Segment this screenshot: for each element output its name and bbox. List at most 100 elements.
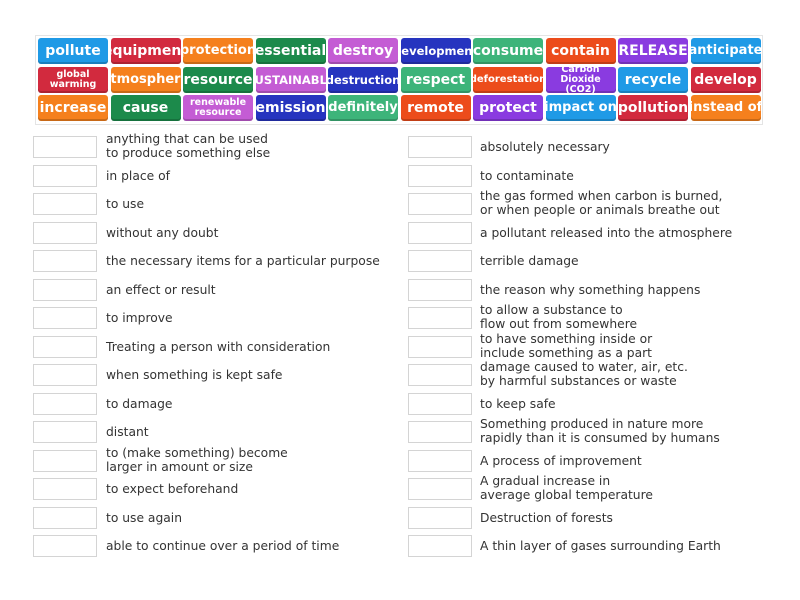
word-tile[interactable]: renewable resource <box>183 95 253 121</box>
word-tile-label: increase <box>39 100 107 116</box>
word-tile[interactable]: protect <box>473 95 543 121</box>
word-tile-label: cause <box>122 100 169 116</box>
word-tile-label: definitely <box>328 100 398 115</box>
word-tile[interactable]: pollution <box>618 95 688 121</box>
word-tile[interactable]: deforestation <box>473 66 543 93</box>
answer-drop-box[interactable] <box>33 506 97 529</box>
word-tile[interactable]: impact on <box>545 95 616 121</box>
word-tile[interactable]: equipment <box>110 38 181 64</box>
answer-drop-box[interactable] <box>408 164 472 187</box>
answer-drop-box[interactable] <box>408 421 472 443</box>
answer-drop-box[interactable] <box>33 449 97 472</box>
word-tile[interactable]: development <box>400 38 471 64</box>
word-tile[interactable]: instead of <box>690 95 761 121</box>
word-tile-label: contain <box>551 43 610 59</box>
answer-drop-box[interactable] <box>33 250 97 272</box>
word-tile[interactable]: RELEASE <box>618 38 688 64</box>
answer-drop-box[interactable] <box>408 250 472 272</box>
answer-drop-box[interactable] <box>33 421 97 443</box>
word-tile-label: essential <box>255 43 326 59</box>
answer-drop-box[interactable] <box>408 193 472 215</box>
word-tile-label: Carbon Dioxide (CO2) <box>560 66 601 93</box>
definition-text: a pollutant released into the atmosphere <box>480 225 733 240</box>
answer-drop-box[interactable] <box>33 478 97 500</box>
word-tile-label: develop <box>694 71 757 88</box>
definition-text: Destruction of forests <box>480 510 613 525</box>
word-tile[interactable]: cause <box>110 95 181 121</box>
word-tile-label: equipment <box>111 43 181 59</box>
word-tile-label: renewable resource <box>189 97 247 118</box>
answer-drop-box[interactable] <box>33 278 97 301</box>
definition-text: to use again <box>106 510 183 525</box>
definition-text: Something produced in nature more rapidl… <box>480 417 720 445</box>
answer-drop-box[interactable] <box>33 535 97 557</box>
word-tile[interactable]: consume <box>473 38 543 64</box>
answer-drop-box[interactable] <box>408 392 472 415</box>
answer-drop-box[interactable] <box>408 278 472 301</box>
definition-text: A gradual increase in average global tem… <box>480 474 653 502</box>
definition-text: when something is kept safe <box>106 368 283 382</box>
answer-drop-box[interactable] <box>408 506 472 529</box>
word-tile[interactable]: protection <box>183 38 253 64</box>
answer-drop-box[interactable] <box>408 535 472 557</box>
word-tile[interactable]: destruction <box>328 66 398 93</box>
word-tile[interactable]: develop <box>690 66 761 93</box>
word-tile[interactable]: pollute <box>38 38 108 64</box>
word-tile[interactable]: definitely <box>328 95 398 121</box>
answer-drop-box[interactable] <box>33 392 97 415</box>
word-tile[interactable]: remote <box>400 95 471 121</box>
word-tile[interactable]: atmosphere <box>110 66 181 93</box>
word-tile[interactable]: resource <box>183 66 253 93</box>
word-tile-label: pollution <box>618 100 688 116</box>
answer-drop-box[interactable] <box>408 449 472 472</box>
definition-text: to use <box>106 197 145 211</box>
word-tile[interactable]: emission <box>255 95 326 121</box>
answer-drop-box[interactable] <box>408 221 472 244</box>
definition-text: damage caused to water, air, etc. by har… <box>480 360 688 388</box>
definition-text: to (make something) become larger in amo… <box>106 445 288 474</box>
word-bank: pollute equipmentprotectionessentialdestr… <box>35 35 763 125</box>
word-tile-label: global warming <box>49 68 97 90</box>
answer-drop-box[interactable] <box>33 221 97 244</box>
word-tile-label: instead of <box>690 100 761 115</box>
word-tile[interactable]: SUSTAINABLE <box>255 66 326 93</box>
answer-drop-box[interactable] <box>408 307 472 329</box>
word-tile-label: recycle <box>624 71 682 88</box>
answer-drop-box[interactable] <box>33 164 97 187</box>
word-tile-label: impact on <box>545 100 616 115</box>
answer-drop-box[interactable] <box>408 478 472 500</box>
definition-text: an effect or result <box>106 282 216 297</box>
word-tile[interactable]: respect <box>400 66 471 93</box>
definition-text: the necessary items for a particular pur… <box>106 254 380 268</box>
answer-drop-box[interactable] <box>33 364 97 386</box>
word-tile[interactable]: increase <box>38 95 108 121</box>
definition-text: without any doubt <box>106 225 219 240</box>
word-tile[interactable]: destroy <box>328 38 398 64</box>
definition-text: terrible damage <box>480 254 579 268</box>
word-tile-label: destruction <box>328 72 398 87</box>
word-tile[interactable]: recycle <box>618 66 688 93</box>
word-tile-label: pollute <box>45 43 101 59</box>
definition-text: anything that can be used to produce som… <box>106 132 271 160</box>
word-tile[interactable]: anticipate <box>690 38 761 64</box>
definition-text: able to continue over a period of time <box>106 539 340 553</box>
word-tile-label: respect <box>405 71 466 88</box>
definition-text: to damage <box>106 396 173 411</box>
word-tile-label: deforestation <box>473 73 543 85</box>
answer-drop-box[interactable] <box>408 136 472 158</box>
answer-drop-box[interactable] <box>33 307 97 329</box>
word-tile[interactable]: contain <box>545 38 616 64</box>
definition-text: Treating a person with consideration <box>106 339 331 354</box>
answer-drop-box[interactable] <box>33 193 97 215</box>
word-tile[interactable]: essential <box>255 38 326 64</box>
word-tile[interactable]: global warming <box>38 66 108 93</box>
definition-text: the reason why something happens <box>480 282 701 297</box>
answer-drop-box[interactable] <box>33 335 97 358</box>
answer-drop-box[interactable] <box>33 136 97 158</box>
word-tile-label: remote <box>407 100 464 116</box>
word-tile-label: resource <box>183 71 253 88</box>
definition-text: A process of improvement <box>480 453 642 468</box>
answer-drop-box[interactable] <box>408 364 472 386</box>
answer-drop-box[interactable] <box>408 335 472 358</box>
word-tile[interactable]: Carbon Dioxide (CO2) <box>545 66 616 93</box>
